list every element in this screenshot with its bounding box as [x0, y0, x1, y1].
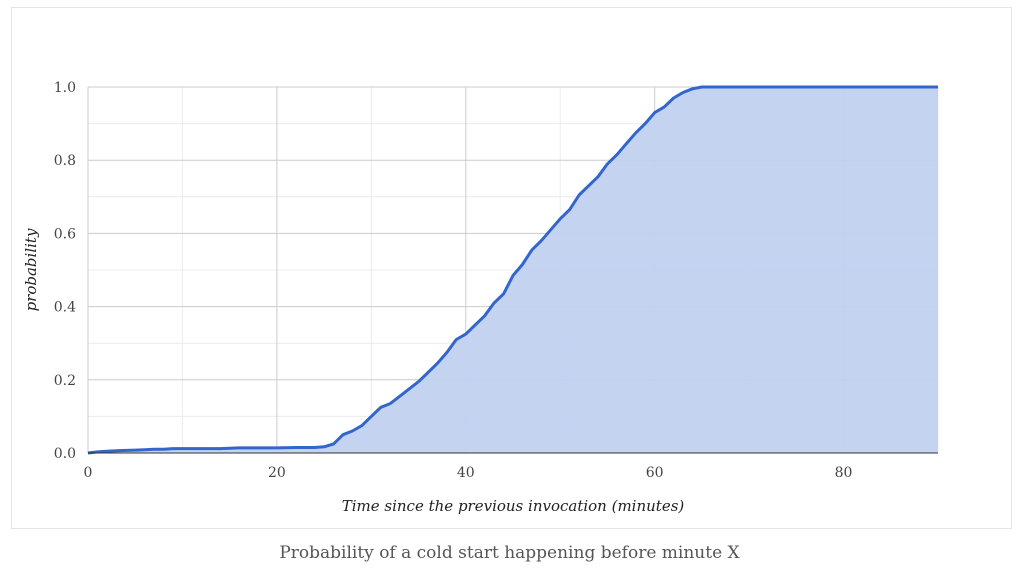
- y-tick-label: 0.4: [54, 300, 76, 316]
- y-tick-label: 0.8: [54, 153, 76, 169]
- y-tick-label: 0.2: [54, 373, 76, 389]
- probability-line: [87, 85, 938, 455]
- x-tick-labels: 0 20 40 60 80: [84, 465, 853, 481]
- y-tick-label: 0.6: [54, 226, 76, 242]
- y-tick-label: 1.0: [54, 80, 76, 96]
- figure-caption: Probability of a cold start happening be…: [279, 543, 740, 563]
- probability-area: [88, 87, 938, 453]
- y-tick-labels: 0.0 0.2 0.4 0.6 0.8 1.0: [54, 80, 76, 462]
- x-axis-title: Time since the previous invocation (minu…: [342, 497, 685, 515]
- x-tick-label: 0: [84, 465, 93, 481]
- y-tick-label: 0.0: [54, 446, 76, 462]
- x-tick-label: 20: [268, 465, 286, 481]
- y-axis-title: probability: [22, 228, 40, 311]
- x-tick-label: 40: [457, 465, 475, 481]
- x-tick-label: 60: [646, 465, 664, 481]
- x-tick-label: 80: [835, 465, 853, 481]
